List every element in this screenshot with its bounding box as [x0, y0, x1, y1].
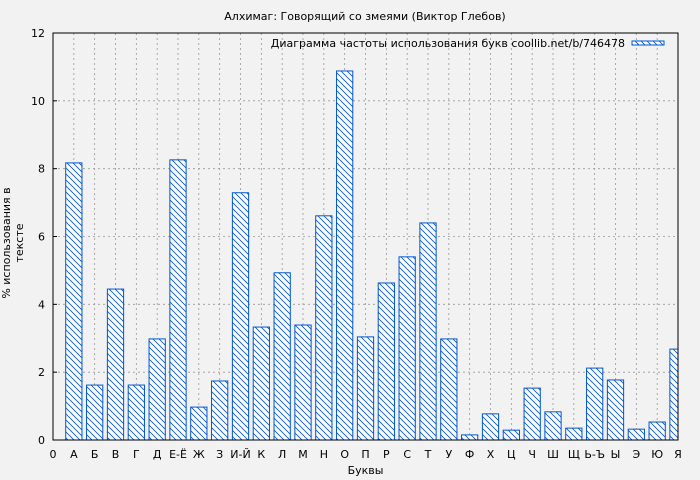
x-tick-label: Ь-Ъ: [584, 448, 605, 461]
x-tick-label: Р: [383, 448, 390, 461]
x-tick-label: Ф: [465, 448, 474, 461]
x-tick-label: Ю: [651, 448, 663, 461]
y-tick-label: 10: [31, 95, 45, 108]
x-tick-label: А: [70, 448, 78, 461]
x-tick-label: В: [112, 448, 120, 461]
bar-Ц: [502, 429, 520, 441]
x-tick-label: Щ: [568, 448, 580, 461]
bar-Н: [315, 215, 333, 441]
bar-О: [336, 70, 354, 441]
x-tick-label: Ш: [547, 448, 559, 461]
bar-Х: [481, 413, 500, 441]
bar-Б: [86, 384, 104, 441]
bar-Я: [669, 348, 679, 441]
x-tick-label: М: [298, 448, 308, 461]
bar-Е-Ё: [169, 159, 187, 441]
x-tick-label: О: [340, 448, 349, 461]
chart-title: Алхимаг: Говорящий со змеями (Виктор Гле…: [224, 10, 506, 23]
bar-С: [398, 256, 416, 441]
bar-З: [211, 380, 229, 441]
bar-И-Й: [231, 192, 250, 441]
y-tick-label: 4: [38, 298, 45, 311]
x-tick-label: Б: [91, 448, 99, 461]
bar-Г: [127, 384, 145, 441]
bar-Д: [148, 338, 166, 441]
bar-М: [294, 324, 312, 441]
x-tick-label: К: [257, 448, 265, 461]
legend-label: Диаграмма частоты использования букв coo…: [271, 37, 625, 50]
bar-Ь-Ъ: [586, 367, 604, 441]
bar-Щ: [565, 427, 583, 441]
bar-Ы: [606, 379, 625, 441]
x-tick-label: Н: [320, 448, 328, 461]
plot-frame: [52, 32, 679, 441]
x-tick-label: Л: [278, 448, 286, 461]
bar-Э: [627, 428, 645, 441]
x-tick-label: Т: [424, 448, 432, 461]
bar-Ш: [544, 411, 562, 441]
x-tick-label: Ы: [611, 448, 621, 461]
x-tick-label: Ц: [507, 448, 516, 461]
bar-В: [106, 288, 125, 441]
bar-К: [252, 326, 270, 441]
x-tick-label: Д: [153, 448, 162, 461]
y-tick-label: 8: [38, 163, 45, 176]
x-tick-label: 0: [50, 448, 57, 461]
x-tick-label: Я: [674, 448, 682, 461]
y-tick-label: 2: [38, 366, 45, 379]
x-tick-label: Ч: [528, 448, 536, 461]
y-tick-label: 12: [31, 27, 45, 40]
bar-У: [440, 338, 458, 441]
y-tick-label: 6: [38, 231, 45, 244]
x-tick-label: Г: [133, 448, 140, 461]
bar-Р: [377, 282, 395, 441]
bar-А: [65, 162, 83, 441]
bar-Ж: [190, 406, 208, 441]
bar-Ю: [648, 421, 666, 441]
bar-Л: [273, 272, 291, 441]
x-tick-label: И-Й: [230, 448, 250, 461]
bar-Т: [419, 222, 437, 441]
x-tick-label: П: [361, 448, 369, 461]
x-axis-label: Буквы: [347, 464, 384, 477]
x-tick-label: Ж: [193, 448, 205, 461]
x-tick-label: С: [403, 448, 411, 461]
bar-П: [356, 336, 375, 441]
x-tick-label: У: [445, 448, 452, 461]
bar-Ф: [461, 434, 479, 441]
y-tick-label: 0: [38, 434, 45, 447]
x-tick-label: Е-Ё: [169, 448, 187, 461]
legend-swatch: [631, 40, 665, 46]
x-tick-label: З: [216, 448, 223, 461]
x-tick-label: Х: [487, 448, 495, 461]
bar-Ч: [523, 387, 541, 441]
x-tick-label: Э: [632, 448, 640, 461]
